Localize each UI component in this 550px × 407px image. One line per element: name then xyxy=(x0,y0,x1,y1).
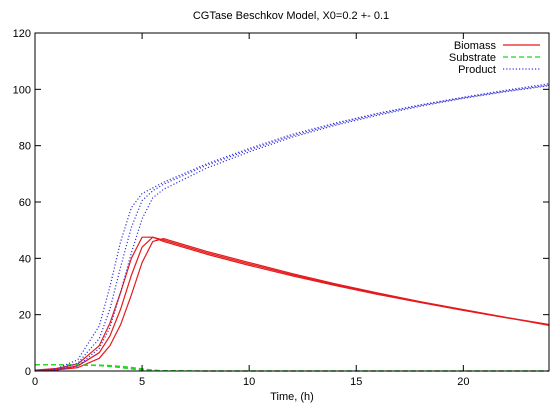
x-axis-label: Time, (h) xyxy=(270,391,314,403)
legend-label-product: Product xyxy=(458,64,496,76)
x-tick-label: 0 xyxy=(32,376,38,388)
y-axis-ticks: 0 20 40 60 80 100 120 xyxy=(13,28,549,378)
series-line-product-2 xyxy=(34,84,550,372)
series-line-product-3 xyxy=(34,85,550,372)
y-tick-label: 40 xyxy=(19,253,31,265)
y-tick-label: 0 xyxy=(25,366,31,378)
series-line-biomass-2 xyxy=(34,236,550,372)
series-line-biomass-1 xyxy=(34,236,550,371)
y-tick-label: 120 xyxy=(13,28,31,40)
series-line-substrate-1 xyxy=(35,364,549,372)
series-line-product-1 xyxy=(34,83,550,372)
x-tick-label: 20 xyxy=(457,376,469,388)
plot-frame xyxy=(34,32,550,372)
series-line-substrate-2 xyxy=(35,364,549,372)
y-tick-label: 60 xyxy=(19,197,31,209)
x-axis-ticks: 0 5 10 15 20 xyxy=(32,33,469,388)
y-tick-label: 100 xyxy=(13,84,31,96)
x-tick-label: 15 xyxy=(350,376,362,388)
y-tick-label: 80 xyxy=(19,141,31,153)
series-line-substrate-3 xyxy=(35,364,549,372)
plot-series-group xyxy=(34,83,550,372)
chart-title: CGTase Beschkov Model, X0=0.2 +- 0.1 xyxy=(193,10,389,22)
series-line-biomass-3 xyxy=(34,238,550,372)
legend-label-biomass: Biomass xyxy=(454,40,497,52)
y-tick-label: 20 xyxy=(19,310,31,322)
x-tick-label: 5 xyxy=(139,376,145,388)
legend-label-substrate: Substrate xyxy=(449,52,496,64)
x-tick-label: 10 xyxy=(243,376,255,388)
